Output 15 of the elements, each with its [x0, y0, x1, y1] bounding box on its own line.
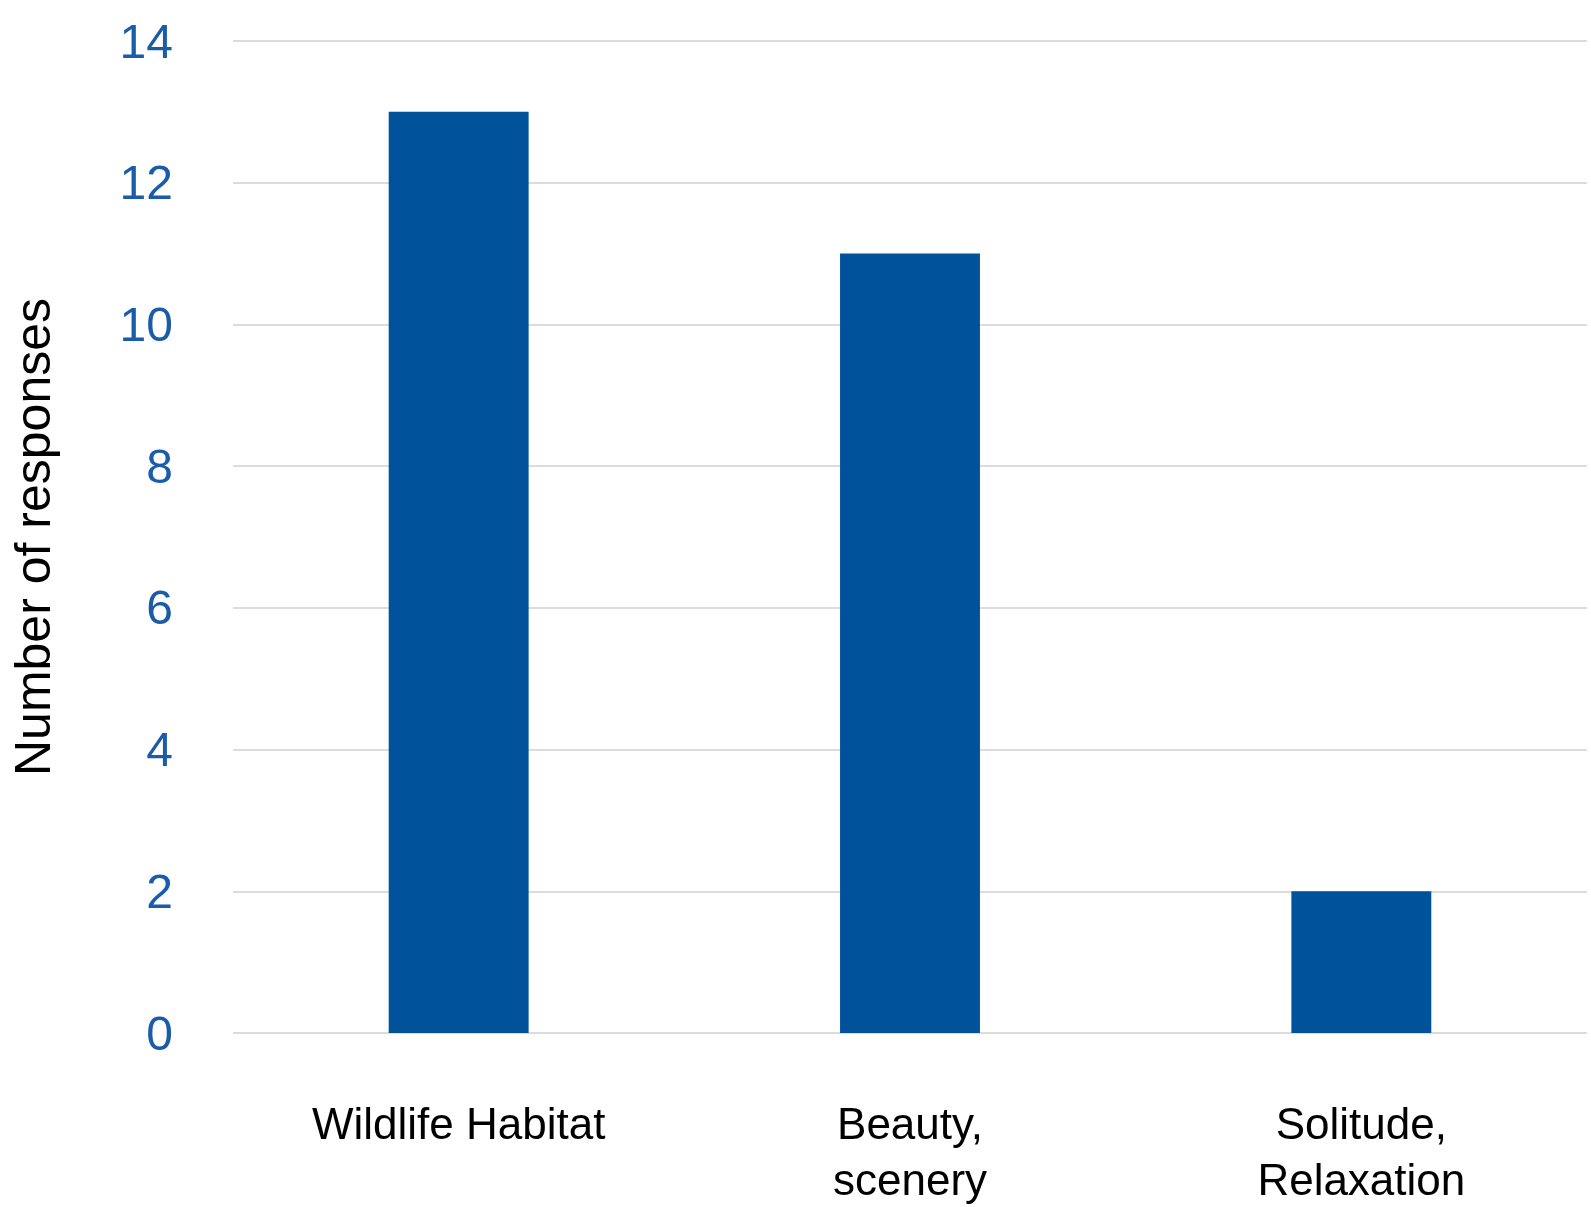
y-tick-label: 10: [119, 297, 173, 351]
y-tick-label: 12: [119, 156, 173, 210]
x-tick-label: Beauty, scenery: [832, 1098, 988, 1204]
y-axis-title: Number of responses: [5, 297, 61, 777]
y-tick-label: 4: [146, 723, 173, 777]
x-tick-label: Solitude, Relaxation: [1257, 1098, 1466, 1204]
bar: [1291, 891, 1432, 1033]
bar: [840, 253, 980, 1033]
bar: [388, 111, 529, 1033]
y-tick-label: 2: [146, 864, 173, 918]
y-tick-label: 14: [119, 14, 173, 68]
y-tick-label: 0: [146, 1006, 173, 1060]
x-tick-label: Wildlife Habitat: [311, 1098, 606, 1148]
y-tick-label: 8: [146, 439, 173, 493]
y-tick-label: 6: [146, 581, 173, 635]
